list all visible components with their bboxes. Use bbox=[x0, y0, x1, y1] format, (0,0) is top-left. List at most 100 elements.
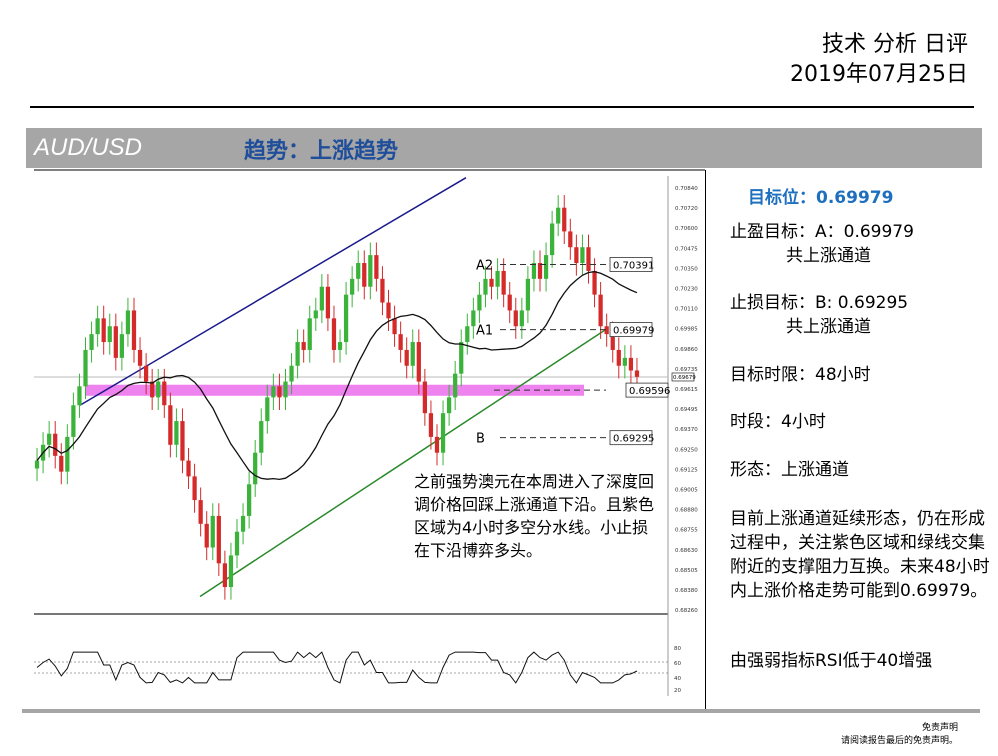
candle-body bbox=[131, 310, 137, 350]
candle-body bbox=[83, 349, 88, 387]
candle-body bbox=[107, 326, 112, 343]
y-tick-label: 0.70600 bbox=[675, 226, 698, 232]
candle-body bbox=[34, 460, 40, 469]
target-level: 目标位：0.69979 bbox=[748, 188, 894, 208]
candle-body bbox=[634, 370, 640, 377]
y-tick-label: 0.68755 bbox=[675, 528, 698, 534]
candle-body bbox=[307, 318, 312, 350]
candle-body bbox=[53, 433, 58, 456]
candle-body bbox=[550, 223, 555, 256]
candle-body bbox=[440, 413, 446, 453]
candle-body bbox=[247, 484, 252, 516]
candle-body bbox=[277, 386, 282, 398]
candle-body bbox=[556, 207, 561, 224]
candle-body bbox=[168, 405, 173, 445]
candle-body bbox=[271, 386, 276, 398]
candle-body bbox=[228, 555, 234, 588]
candle-body bbox=[380, 278, 385, 303]
candle-body bbox=[174, 421, 179, 445]
candle-body bbox=[483, 278, 488, 295]
candle-body bbox=[580, 247, 585, 264]
candle-body bbox=[331, 318, 337, 350]
candle-body bbox=[234, 531, 240, 556]
candle-body bbox=[150, 381, 155, 398]
y-tick-label: 0.70720 bbox=[675, 206, 698, 212]
candle-body bbox=[71, 405, 76, 437]
y-tick-label: 0.69370 bbox=[675, 427, 698, 433]
candle-body bbox=[422, 381, 427, 414]
candle-body bbox=[356, 263, 361, 279]
candle-body bbox=[156, 381, 161, 398]
candle-body bbox=[162, 381, 167, 406]
candle-body bbox=[192, 476, 197, 501]
time-horizon: 目标时限：48小时 bbox=[730, 365, 871, 385]
candle-body bbox=[507, 294, 512, 311]
take-profit-label: 止盈目标：A：0.69979 bbox=[730, 222, 914, 242]
candle-body bbox=[610, 334, 615, 350]
y-tick-label: 0.68505 bbox=[675, 568, 698, 574]
candle-body bbox=[265, 397, 270, 422]
rsi-tick-label: 60 bbox=[674, 661, 681, 667]
candle-body bbox=[562, 207, 567, 232]
candle-body bbox=[598, 294, 603, 327]
y-tick-label: 0.69985 bbox=[675, 327, 698, 333]
rsi-note: 由强弱指标RSI低于40增强 bbox=[730, 651, 933, 671]
y-tick-label: 0.69005 bbox=[675, 488, 698, 494]
disclaimer-title: 免责声明 bbox=[921, 723, 958, 733]
candle-body bbox=[489, 278, 494, 287]
candle-body bbox=[592, 270, 597, 295]
candle-body bbox=[295, 342, 300, 366]
candle-body bbox=[586, 247, 591, 271]
candle-body bbox=[101, 318, 106, 343]
candle-body bbox=[416, 342, 421, 382]
level-box bbox=[625, 382, 669, 398]
candle-body bbox=[531, 263, 537, 279]
candle-body bbox=[368, 255, 373, 287]
candle-body bbox=[628, 357, 634, 371]
candle-body bbox=[362, 263, 367, 287]
take-profit-note: 共上涨通道 bbox=[786, 246, 871, 266]
candle-body bbox=[343, 294, 349, 343]
purple-zone bbox=[86, 384, 584, 396]
candle-body bbox=[459, 342, 464, 374]
candle-body bbox=[501, 270, 506, 295]
y-tick-label: 0.70840 bbox=[675, 186, 698, 192]
lower-channel-line bbox=[199, 328, 607, 598]
timeframe: 时段：4小时 bbox=[730, 412, 826, 432]
moving-average-line bbox=[36, 271, 638, 481]
level-name: B bbox=[476, 432, 485, 447]
current-price-label: 0.69679 bbox=[673, 375, 696, 381]
chart-note: 之前强势澳元在本周进入了深度回调价格回踩上涨通道下沿。且紫色区域为4小时多空分水… bbox=[414, 472, 655, 560]
candle-body bbox=[616, 349, 621, 366]
candle-body bbox=[386, 302, 391, 319]
y-tick-label: 0.68380 bbox=[675, 588, 698, 594]
candle-body bbox=[434, 436, 440, 453]
y-tick-label: 0.69860 bbox=[675, 347, 698, 353]
candle-body bbox=[113, 326, 118, 358]
y-tick-label: 0.69125 bbox=[675, 467, 698, 473]
y-tick-label: 0.68260 bbox=[675, 608, 698, 614]
candle-body bbox=[428, 413, 434, 437]
y-tick-label: 0.69250 bbox=[675, 447, 698, 453]
level-value: 0.69596 bbox=[629, 386, 670, 397]
candle-body bbox=[513, 310, 518, 327]
candle-body bbox=[222, 563, 228, 588]
candle-body bbox=[574, 247, 579, 264]
candle-body bbox=[404, 349, 409, 366]
candle-body bbox=[453, 373, 458, 398]
pair-label: AUD/USD bbox=[34, 134, 143, 161]
candle-body bbox=[319, 286, 324, 311]
candle-body bbox=[180, 421, 185, 461]
stop-loss: 止损目标：B: 0.69295 共上涨通道 bbox=[730, 291, 908, 339]
candle-body bbox=[259, 421, 264, 453]
y-tick-label: 0.70230 bbox=[675, 287, 698, 293]
candle-body bbox=[325, 286, 331, 319]
disclaimer: 免责声明 请阅读报告最后的免责声明。 bbox=[841, 722, 958, 748]
y-tick-label: 0.70350 bbox=[675, 266, 698, 272]
candle-body bbox=[137, 349, 143, 366]
trend-label: 趋势：上涨趋势 bbox=[244, 139, 399, 164]
candle-body bbox=[337, 342, 343, 350]
rsi-line bbox=[36, 651, 638, 684]
candle-body bbox=[47, 433, 52, 445]
level-box bbox=[609, 430, 653, 446]
